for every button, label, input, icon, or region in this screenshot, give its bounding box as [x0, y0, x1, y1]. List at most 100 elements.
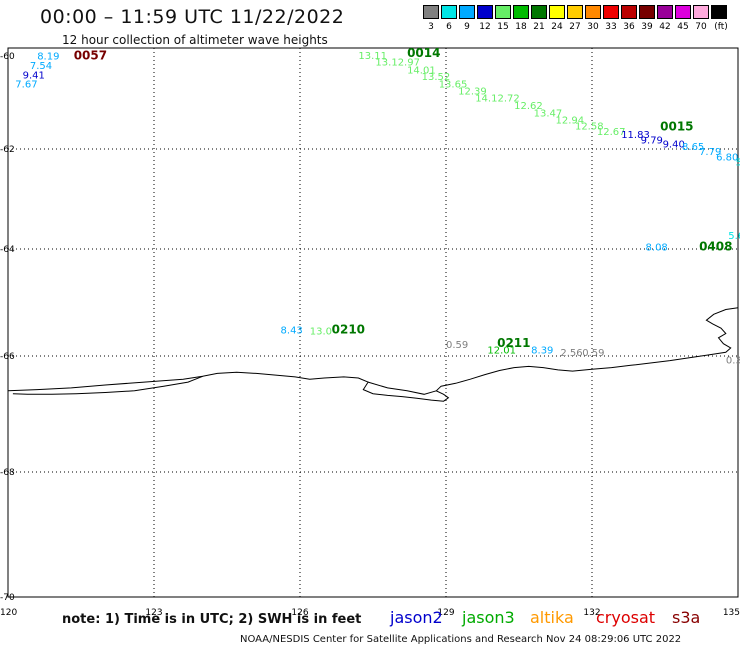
antarctic-coastline	[7, 307, 739, 402]
swh-observation: 5.93	[736, 158, 740, 169]
swh-observation: 12.01	[487, 345, 516, 356]
swh-observation: 8.39	[531, 345, 553, 356]
colorbar-label: 70	[695, 22, 707, 32]
swh-observation: 8.43	[281, 326, 303, 337]
swh-observation: 12.94	[556, 115, 585, 126]
satellite-s3a: s3a	[672, 608, 701, 627]
colorbar-label: 42	[659, 22, 671, 32]
swh-observation: 2.56	[560, 348, 582, 359]
swh-observation: 13.52	[422, 72, 451, 83]
lon-tick-label: 132	[583, 608, 600, 618]
colorbar-swatch	[441, 5, 457, 19]
satellite-jason3: jason3	[462, 608, 515, 627]
lat-tick-label: -62	[0, 145, 15, 155]
map-title: 00:00 – 11:59 UTC 11/22/2022	[40, 6, 345, 28]
swh-observation: 8.19	[37, 52, 59, 63]
colorbar-label: 27	[569, 22, 581, 32]
colorbar-label: 12	[479, 22, 491, 32]
colorbar-swatch	[459, 5, 475, 19]
swh-observation: 0.39	[726, 356, 740, 367]
pass-time-label: 0057	[74, 49, 107, 63]
colorbar-swatch	[675, 5, 691, 19]
swh-observation: 14.12.72	[475, 94, 520, 105]
lon-tick-label: 135	[723, 608, 740, 618]
pass-time-label: 0211	[497, 336, 530, 350]
lat-tick-label: -60	[0, 52, 15, 62]
swh-observation: 9.40	[663, 140, 685, 151]
swh-observation: 12.39	[458, 87, 487, 98]
axis-tick-labels: 120 123 126 129 132 135 -60 -62 -64 -66 -68 -70	[0, 52, 740, 618]
colorbar-label: 24	[551, 22, 563, 32]
swh-observation: 13.47	[534, 108, 563, 119]
swh-observation: 6.80	[716, 153, 738, 164]
swh-observation: 12.62	[514, 101, 543, 112]
observation-labels: 8.197.549.417.6713.1113.12.9714.0113.521…	[15, 51, 740, 367]
lon-tick-label: 129	[437, 608, 454, 618]
colorbar-swatch	[657, 5, 673, 19]
lon-tick-label: 120	[0, 608, 17, 618]
satellite-jason2: jason2	[390, 608, 443, 627]
ice-shelf-outline	[12, 375, 203, 395]
footer-note: note: 1) Time is in UTC; 2) SWH is in fe…	[62, 612, 362, 627]
swh-observation: 8.08	[646, 243, 668, 254]
colorbar-swatch	[693, 5, 709, 19]
colorbar-swatch	[567, 5, 583, 19]
lat-tick-label: -68	[0, 468, 15, 478]
pass-time-label: 0014	[407, 46, 440, 60]
swh-observation: 0.59	[582, 348, 604, 359]
swh-observation: 7.67	[15, 80, 37, 91]
bay-outline	[367, 381, 437, 395]
colorbar-swatch	[603, 5, 619, 19]
pass-time-label: 0015	[660, 119, 693, 133]
swh-observation: 7.79	[699, 147, 721, 158]
swh-observation: 7.54	[30, 61, 52, 72]
colorbar-swatch	[513, 5, 529, 19]
pass-time-label: 0210	[332, 323, 365, 337]
colorbar-label: 15	[497, 22, 509, 32]
colorbar-swatch	[639, 5, 655, 19]
colorbar-label: 33	[605, 22, 617, 32]
coastline-outline	[7, 307, 739, 402]
colorbar-swatch	[477, 5, 493, 19]
colorbar-swatch	[423, 5, 439, 19]
colorbar-swatch	[495, 5, 511, 19]
swh-observation: 9.79	[641, 135, 663, 146]
swh-observation: 12.67	[597, 127, 626, 138]
colorbar-label: 9	[464, 22, 470, 32]
swh-observation: 9.41	[23, 70, 45, 81]
lat-tick-label: -70	[0, 593, 15, 603]
colorbar-label: 39	[641, 22, 653, 32]
colorbar-swatch	[585, 5, 601, 19]
colorbar-swatch	[549, 5, 565, 19]
pass-time-label: 0408	[699, 240, 732, 254]
map-subtitle: 12 hour collection of altimeter wave hei…	[62, 33, 328, 47]
colorbar-label: 45	[677, 22, 689, 32]
time-labels: 0057 0014 0015 0408 0210 0211	[74, 46, 733, 350]
colorbar-label: 30	[587, 22, 599, 32]
swh-observation: 0.59	[446, 340, 468, 351]
colorbar-swatch	[621, 5, 637, 19]
swh-observation: 14.01	[407, 66, 436, 77]
colorbar-unit: (ft)	[714, 22, 728, 32]
swh-observation: 13.11	[358, 51, 387, 62]
footer-credit: NOAA/NESDIS Center for Satellite Applica…	[240, 634, 682, 645]
satellite-cryosat: cryosat	[596, 608, 656, 627]
colorbar-swatch	[531, 5, 547, 19]
map-frame	[7, 47, 739, 598]
swh-observation: 13.65	[439, 80, 468, 91]
swh-observation: 11.83	[621, 130, 650, 141]
swh-observation: 13.12.97	[375, 57, 420, 68]
swh-observation: 5.68	[728, 231, 740, 242]
lon-tick-label: 123	[145, 608, 162, 618]
lat-tick-label: -64	[0, 245, 15, 255]
satellite-altika: altika	[530, 608, 574, 627]
lat-tick-label: -66	[0, 352, 15, 362]
colorbar-swatch	[711, 5, 727, 19]
graticule	[7, 47, 739, 598]
swh-observation: 13.0	[310, 327, 332, 338]
colorbar-label: 18	[515, 22, 527, 32]
lon-tick-label: 126	[291, 608, 308, 618]
swh-observation: 8.65	[682, 142, 704, 153]
colorbar-label: 36	[623, 22, 635, 32]
